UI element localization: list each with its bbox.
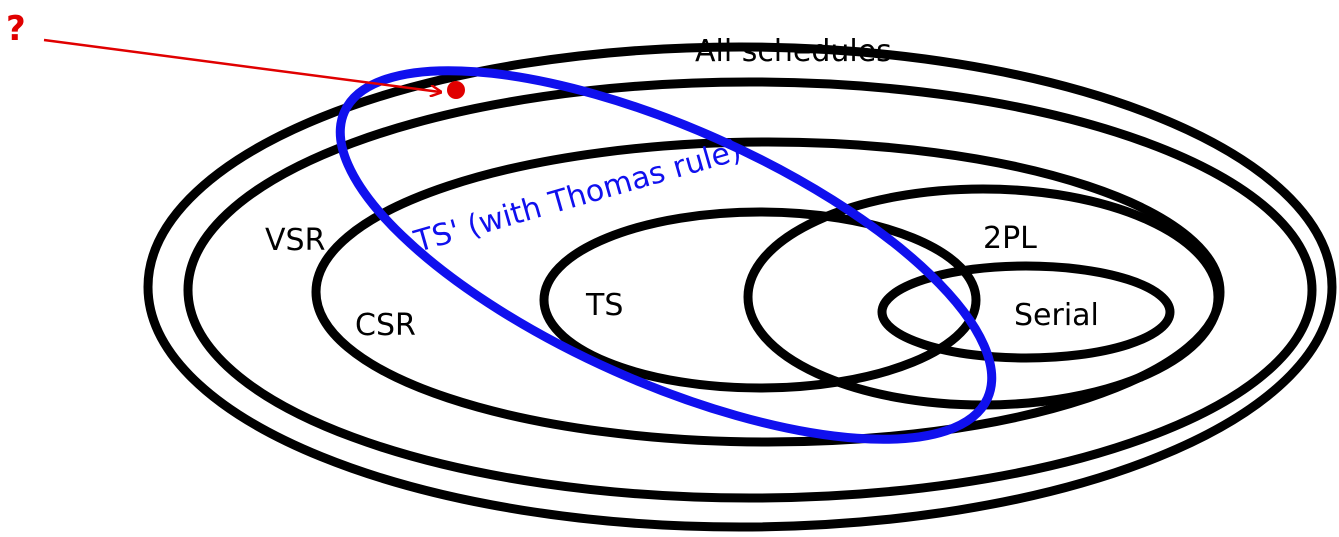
2pl-label: 2PL — [983, 221, 1037, 256]
csr-label: CSR — [355, 308, 416, 343]
ts-prime-ellipse — [335, 66, 997, 444]
vsr-ellipse — [183, 77, 1317, 503]
all-schedules-label: All schedules — [695, 34, 892, 69]
all-schedules-ellipse — [143, 42, 1337, 532]
question-mark: ? — [6, 9, 26, 49]
ts-label: TS — [585, 288, 623, 323]
vsr-label: VSR — [265, 223, 325, 258]
serial-label: Serial — [1014, 298, 1099, 333]
question-arrow — [43, 38, 440, 92]
serial-ellipse — [877, 261, 1175, 363]
ts-ellipse — [539, 207, 981, 393]
unknown-schedule-dot — [447, 81, 465, 99]
